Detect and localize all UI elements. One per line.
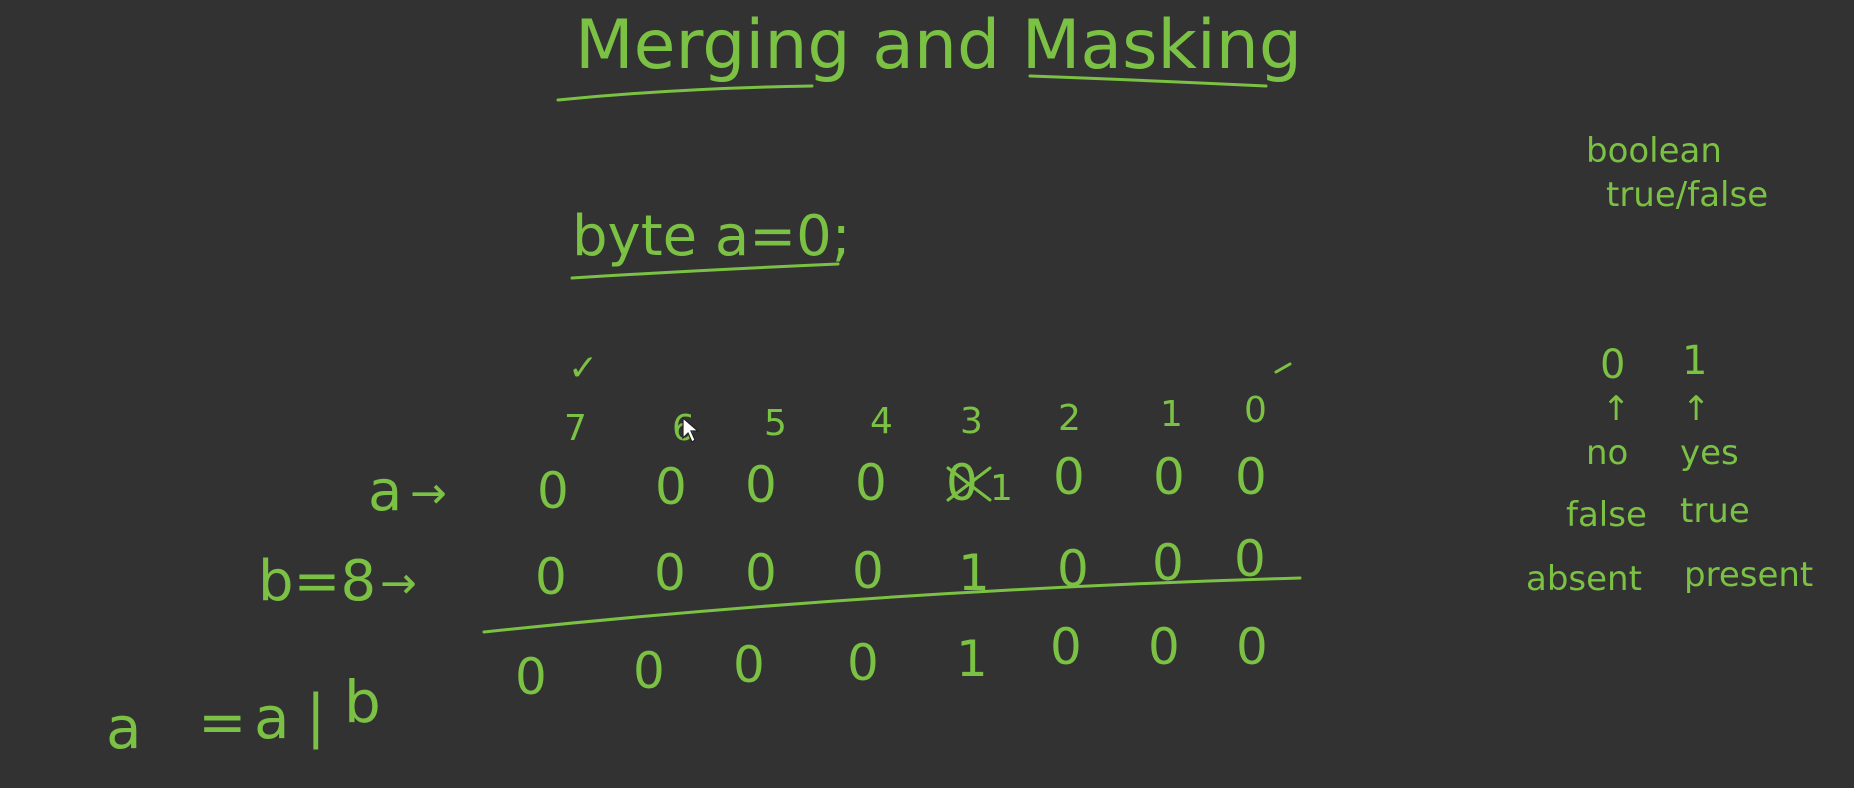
bit-3-replacement: 1 (990, 468, 1013, 509)
expression-equals: = (198, 688, 247, 756)
row-a-bit: 0 (537, 462, 569, 520)
expression-operand-a: a (254, 684, 290, 752)
or-expression: a = a | b (106, 668, 381, 762)
note-absent: absent (1526, 559, 1642, 599)
row-b-bit: 0 (852, 542, 884, 600)
expression-lhs: a (106, 694, 142, 762)
note-one: 1 (1682, 338, 1707, 384)
expression-operand-b: b (344, 668, 381, 736)
result-bit: 1 (956, 630, 988, 688)
row-a-bit: 0 (745, 456, 777, 514)
bit-index: 2 (1058, 398, 1081, 439)
checkmark-bit-0 (1276, 364, 1290, 372)
note-no: no (1586, 433, 1628, 473)
note-boolean: boolean (1586, 131, 1722, 171)
result-bit: 0 (847, 634, 879, 692)
up-arrow-icon: ↑ (1602, 389, 1631, 429)
up-arrow-icon: ↑ (1682, 389, 1711, 429)
note-present: present (1684, 555, 1813, 595)
row-a-arrow: → (410, 468, 447, 519)
row-a-bit: 0 (1235, 448, 1267, 506)
note-false: false (1566, 495, 1647, 535)
expression-operator: | (306, 682, 326, 750)
declaration-text: byte a=0; (572, 204, 851, 269)
row-b-bits: 0 0 0 0 1 0 0 0 (535, 530, 1266, 606)
row-a-bits: 0 0 0 0 0 0 0 0 (537, 448, 1267, 520)
bit-index-row: 7 6 5 4 3 2 1 0 (564, 390, 1267, 449)
row-a-bit: 0 (655, 458, 687, 516)
row-b-bit: 0 (535, 548, 567, 606)
bit-index: 1 (1160, 394, 1183, 435)
result-bit: 0 (515, 648, 547, 706)
row-b-arrow: → (380, 558, 417, 609)
row-a-bit: 0 (855, 454, 887, 512)
row-b-bit: 0 (654, 544, 686, 602)
note-yes: yes (1680, 433, 1739, 473)
result-bits: 0 0 0 0 1 0 0 0 (515, 618, 1268, 706)
row-a-label: a (368, 459, 402, 524)
note-true-false: true/false (1606, 175, 1768, 215)
result-bit: 0 (1236, 618, 1268, 676)
bit-index: 4 (870, 401, 893, 442)
row-b-label: b=8 (258, 549, 376, 614)
result-bit: 0 (1050, 618, 1082, 676)
result-bit: 0 (633, 642, 665, 700)
bit-index: 5 (764, 403, 787, 444)
note-true: true (1680, 491, 1750, 531)
bit-index: 3 (960, 401, 983, 442)
checkmark-bit-7: ✓ (568, 348, 598, 389)
note-zero: 0 (1600, 342, 1625, 388)
title-text: Merging and Masking (575, 6, 1302, 85)
boolean-notes: boolean true/false 0 1 ↑ ↑ no yes false … (1526, 131, 1813, 599)
result-bit: 0 (733, 636, 765, 694)
bit-index: 0 (1244, 390, 1267, 431)
row-a-bit: 0 (1153, 448, 1185, 506)
bit-index: 7 (564, 408, 587, 449)
row-b-bit: 0 (745, 544, 777, 602)
row-a-bit: 0 (1053, 448, 1085, 506)
result-bit: 0 (1148, 618, 1180, 676)
row-a-bit-crossed: 0 (946, 454, 978, 512)
title-underline-left (558, 86, 812, 100)
row-b-bit: 0 (1057, 540, 1089, 598)
